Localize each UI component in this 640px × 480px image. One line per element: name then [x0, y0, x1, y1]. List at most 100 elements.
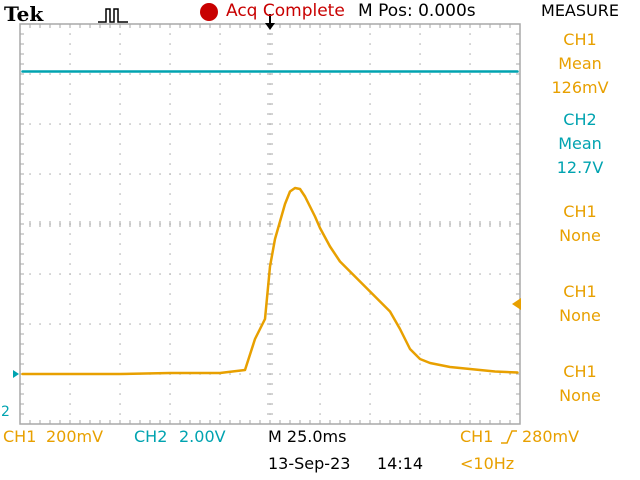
grid-dot — [369, 243, 371, 245]
grid-dot — [369, 363, 371, 365]
acquisition-status: Acq Complete — [226, 1, 345, 21]
measure-slot-1[interactable]: CH1 Mean 126mV — [520, 28, 640, 100]
grid-dot — [169, 353, 171, 355]
grid-dot — [369, 283, 371, 285]
grid-dot — [89, 273, 91, 275]
grid-dot — [419, 233, 421, 235]
grid-dot — [119, 33, 121, 35]
grid-dot — [319, 273, 321, 275]
grid-dot — [449, 273, 451, 275]
grid-dot — [69, 293, 71, 295]
grid-dot — [499, 173, 501, 175]
grid-dot — [469, 253, 471, 255]
grid-dot — [419, 53, 421, 55]
grid-dot — [429, 373, 431, 375]
measure-slot-4[interactable]: CH1 None — [520, 280, 640, 328]
grid-dot — [319, 83, 321, 85]
grid-dot — [489, 73, 491, 75]
grid-dot — [219, 163, 221, 165]
measure-slot-5[interactable]: CH1 None — [520, 360, 640, 408]
grid-dot — [169, 403, 171, 405]
ch2-scale: 2.00V — [179, 427, 226, 446]
grid-dot — [369, 33, 371, 35]
grid-dot — [449, 123, 451, 125]
grid-dot — [219, 33, 221, 35]
grid-dot — [279, 173, 281, 175]
grid-dot — [469, 263, 471, 265]
grid-dot — [119, 343, 121, 345]
grid-dot — [369, 43, 371, 45]
grid-dot — [509, 273, 511, 275]
grid-dot — [69, 243, 71, 245]
grid-dot — [469, 373, 471, 375]
grid-dot — [29, 173, 31, 175]
grid-dot — [469, 233, 471, 235]
grid-dot — [409, 273, 411, 275]
grid-dot — [499, 73, 501, 75]
grid-dot — [119, 103, 121, 105]
grid-dot — [339, 373, 341, 375]
grid-dot — [169, 153, 171, 155]
grid-dot — [449, 73, 451, 75]
grid-dot — [439, 323, 441, 325]
grid-dot — [49, 323, 51, 325]
grid-dot — [489, 323, 491, 325]
grid-dot — [469, 413, 471, 415]
grid-dot — [499, 123, 501, 125]
grid-dot — [169, 253, 171, 255]
grid-dot — [319, 33, 321, 35]
grid-dot — [169, 343, 171, 345]
grid-dot — [469, 73, 471, 75]
grid-dot — [259, 323, 261, 325]
measure-slot-2[interactable]: CH2 Mean 12.7V — [520, 108, 640, 180]
grid-dot — [89, 323, 91, 325]
grid-dot — [489, 173, 491, 175]
grid-dot — [319, 243, 321, 245]
grid-dot — [49, 173, 51, 175]
grid-dot — [119, 363, 121, 365]
grid-dot — [129, 323, 131, 325]
grid-dot — [419, 323, 421, 325]
grid-dot — [239, 373, 241, 375]
grid-dot — [259, 273, 261, 275]
grid-dot — [369, 163, 371, 165]
grid-dot — [339, 173, 341, 175]
grid-dot — [209, 123, 211, 125]
measure-slot-3[interactable]: CH1 None — [520, 200, 640, 248]
grid-dot — [69, 213, 71, 215]
timebase: M 25.0ms — [268, 427, 347, 446]
grid-dot — [219, 183, 221, 185]
grid-dot — [369, 233, 371, 235]
grid-dot — [219, 203, 221, 205]
grid-dot — [169, 273, 171, 275]
grid-dot — [319, 343, 321, 345]
grid-dot — [219, 213, 221, 215]
grid-dot — [99, 173, 101, 175]
grid-dot — [239, 123, 241, 125]
grid-dot — [139, 323, 141, 325]
grid-dot — [459, 73, 461, 75]
grid-dot — [219, 283, 221, 285]
grid-dot — [249, 73, 251, 75]
grid-dot — [419, 123, 421, 125]
grid-dot — [469, 333, 471, 335]
brand-logo: Tek — [4, 2, 44, 26]
grid-dot — [369, 333, 371, 335]
grid-dot — [319, 153, 321, 155]
grid-dot — [289, 173, 291, 175]
grid-dot — [469, 303, 471, 305]
measure-source: CH1 — [563, 30, 597, 49]
grid-dot — [469, 353, 471, 355]
grid-dot — [469, 293, 471, 295]
grid-dot — [209, 73, 211, 75]
grid-dot — [119, 113, 121, 115]
grid-dot — [319, 383, 321, 385]
grid-dot — [489, 273, 491, 275]
grid-dot — [369, 93, 371, 95]
grid-dot — [119, 73, 121, 75]
grid-dot — [69, 353, 71, 355]
grid-dot — [369, 313, 371, 315]
grid-dot — [169, 283, 171, 285]
grid-dot — [169, 83, 171, 85]
grid-dot — [59, 123, 61, 125]
